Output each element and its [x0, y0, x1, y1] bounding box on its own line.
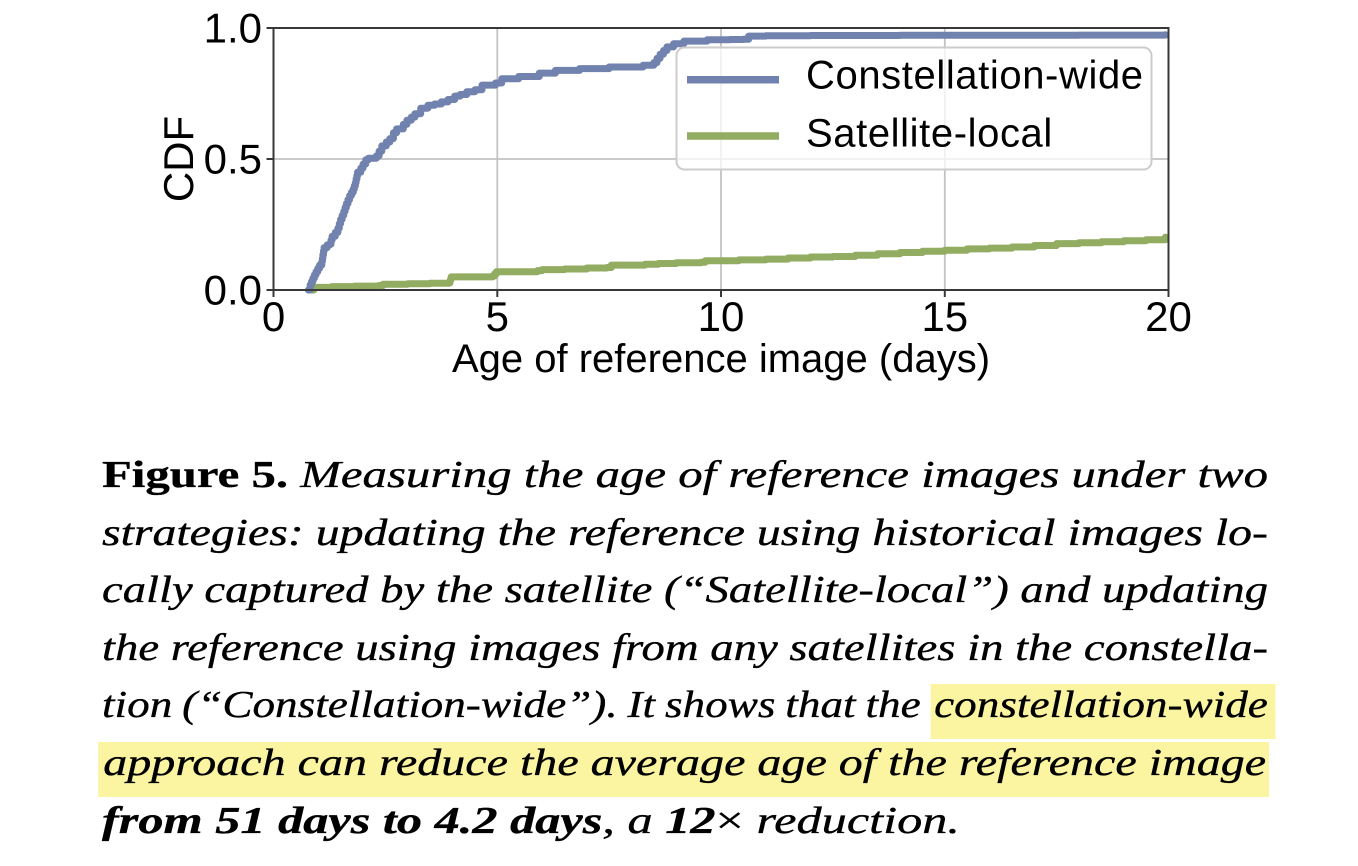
svg-text:Constellation-wide: Constellation-wide	[806, 54, 1144, 98]
svg-text:1.0: 1.0	[204, 5, 262, 52]
svg-text:15: 15	[921, 293, 968, 340]
svg-text:0.5: 0.5	[204, 136, 262, 183]
svg-text:20: 20	[1145, 293, 1192, 340]
svg-text:0.0: 0.0	[204, 267, 262, 314]
svg-text:0: 0	[262, 293, 285, 340]
svg-text:10: 10	[698, 293, 745, 340]
svg-text:CDF: CDF	[155, 116, 202, 202]
svg-text:Satellite-local: Satellite-local	[806, 111, 1053, 155]
svg-text:5: 5	[486, 293, 509, 340]
svg-text:Age of reference image (days): Age of reference image (days)	[452, 337, 990, 381]
